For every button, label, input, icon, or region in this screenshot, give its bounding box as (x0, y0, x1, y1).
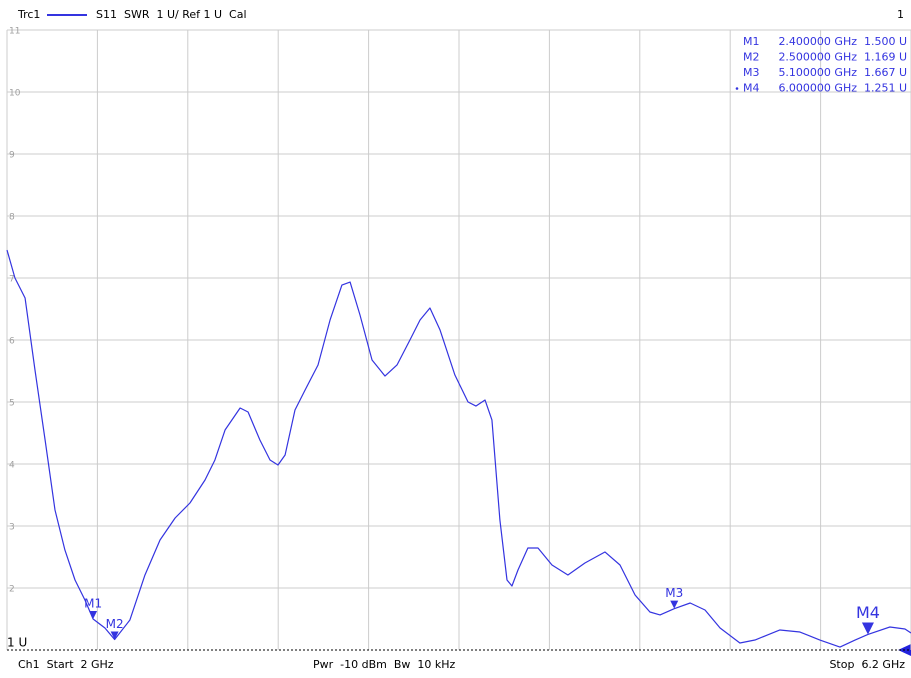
y-tick-label: 3 (9, 523, 15, 533)
marker-table-x: 6.000000 GHz (778, 82, 857, 95)
marker-table-y: 1.667 U (864, 66, 907, 79)
y-tick-label: 5 (9, 399, 15, 409)
y-tick-label: 6 (9, 337, 15, 347)
y-tick-label: 9 (9, 151, 15, 161)
footer-power: Pwr -10 dBm Bw 10 kHz (313, 658, 456, 671)
marker-table-x: 2.500000 GHz (778, 51, 857, 64)
y-tick-label: 4 (9, 461, 15, 471)
marker-table-name: M1 (743, 35, 760, 48)
marker-label: M2 (106, 617, 124, 631)
marker-triangle (110, 631, 119, 640)
trace-name: Trc1 (17, 8, 40, 21)
marker-table-name: M2 (743, 51, 760, 64)
marker-label: M1 (84, 597, 102, 611)
marker-table-y: 1.169 U (864, 51, 907, 64)
trace-info: S11 SWR 1 U/ Ref 1 U Cal (96, 8, 247, 21)
marker-label: M3 (665, 586, 683, 600)
marker-table-x: 5.100000 GHz (778, 66, 857, 79)
marker-table-y: 1.500 U (864, 35, 907, 48)
marker-table-x: 2.400000 GHz (778, 35, 857, 48)
y-tick-label: 11 (9, 27, 20, 37)
channel-number: 1 (897, 8, 904, 21)
marker-label: M4 (856, 603, 880, 622)
marker-table-y: 1.251 U (864, 82, 907, 95)
y-tick-label: 10 (9, 89, 21, 99)
active-marker-dot (735, 87, 739, 90)
y-tick-label: 7 (9, 275, 15, 285)
trace (6, 249, 911, 648)
marker-triangle (861, 622, 874, 635)
marker-table-name: M4 (743, 82, 760, 95)
y-tick-label: 1 U (7, 636, 27, 650)
y-tick-label: 2 (9, 585, 15, 595)
y-tick-label: 8 (9, 213, 15, 223)
marker-table-name: M3 (743, 66, 760, 79)
marker-triangle (89, 611, 98, 619)
marker-triangle (670, 600, 679, 609)
footer-start: Ch1 Start 2 GHz (18, 658, 114, 671)
footer-stop: Stop 6.2 GHz (829, 658, 905, 671)
